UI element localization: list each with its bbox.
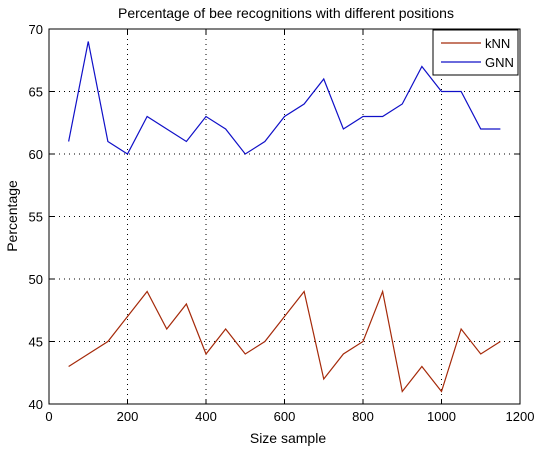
- y-tick-label: 60: [29, 147, 43, 162]
- legend: kNN GNN: [432, 29, 519, 76]
- y-tick-label: 55: [29, 210, 43, 225]
- y-axis-label: Percentage: [4, 180, 20, 252]
- y-tick-label: 65: [29, 85, 43, 100]
- x-tick-label: 200: [117, 409, 139, 424]
- axis-ticks: 0 200 400 600 800 1000 1200 40 45 50 55 60 65 70: [29, 22, 535, 424]
- series-lines: [68, 41, 501, 393]
- chart-title: Percentage of bee recognitions with diff…: [118, 5, 454, 21]
- y-tick-label: 50: [29, 272, 43, 287]
- y-tick-label: 70: [29, 22, 43, 37]
- series-line-gnn: [68, 41, 501, 155]
- x-tick-label: 0: [45, 409, 52, 424]
- legend-label-gnn: GNN: [485, 55, 514, 70]
- x-tick-label: 800: [352, 409, 374, 424]
- y-tick-label: 40: [29, 397, 43, 412]
- x-tick-label: 1000: [427, 409, 456, 424]
- grid-lines: [49, 29, 520, 404]
- x-tick-label: 1200: [506, 409, 535, 424]
- x-tick-label: 600: [274, 409, 296, 424]
- y-tick-label: 45: [29, 335, 43, 350]
- legend-box: [432, 29, 519, 76]
- series-line-knn: [68, 289, 501, 393]
- x-tick-label: 400: [195, 409, 217, 424]
- x-axis-label: Size sample: [250, 430, 326, 446]
- legend-label-knn: kNN: [485, 36, 510, 51]
